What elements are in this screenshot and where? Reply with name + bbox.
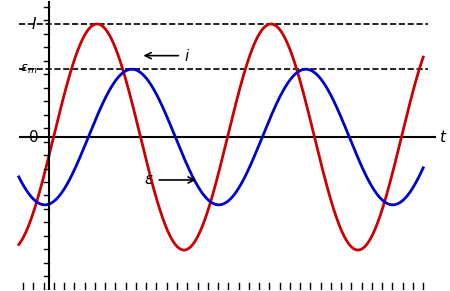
Text: $\varepsilon_m$: $\varepsilon_m$ <box>19 63 37 76</box>
Text: $t$: $t$ <box>439 129 447 145</box>
Text: $0$: $0$ <box>28 129 39 145</box>
Text: $I$: $I$ <box>31 16 37 32</box>
Text: $i$: $i$ <box>145 48 190 64</box>
Text: $\varepsilon$: $\varepsilon$ <box>144 173 194 187</box>
